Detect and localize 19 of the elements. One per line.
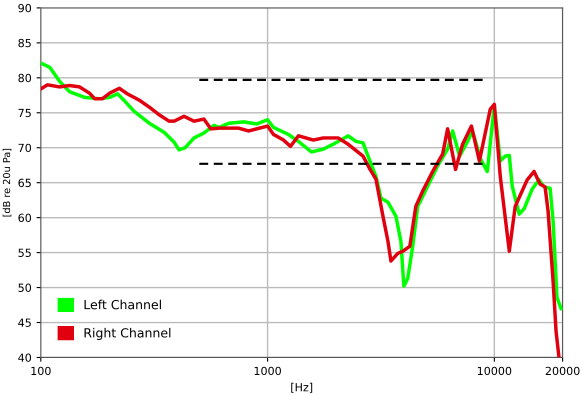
legend-label: Right Channel [84,328,170,340]
x-tick-label: 20000 [546,366,580,376]
legend-label: Left Channel [84,300,161,310]
y-tick-label: 60 [18,214,32,222]
x-tick-label: 1000 [254,366,281,376]
y-tick-label: 90 [18,4,32,12]
x-tick-label: 10000 [478,366,512,376]
x-axis-title: [Hz] [291,382,312,393]
x-tick-label: 100 [31,366,51,376]
y-tick-label: 50 [18,284,32,292]
y-tick-label: 65 [18,178,31,188]
y-tick-label: 70 [18,144,32,152]
y-axis-title: [dB re 20u Pa] [2,148,12,217]
y-tick-label: 75 [18,108,31,118]
y-tick-label: 40 [18,353,32,362]
y-tick-label: 85 [18,38,31,48]
y-tick-label: 55 [18,248,31,257]
y-tick-label: 80 [18,74,32,82]
y-tick-label: 45 [18,318,31,327]
